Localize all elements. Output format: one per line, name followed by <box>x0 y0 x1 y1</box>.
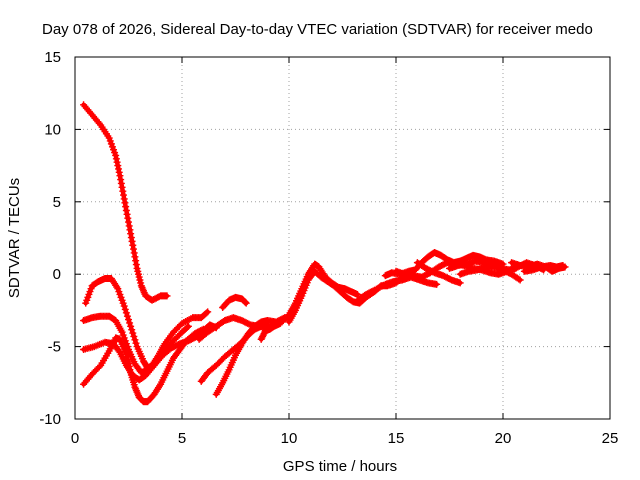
data-point <box>118 183 126 191</box>
data-point <box>113 158 121 166</box>
data-point <box>198 326 206 334</box>
data-point <box>126 319 134 327</box>
data-point <box>132 339 140 347</box>
data-point <box>130 249 138 257</box>
data-point <box>241 298 249 306</box>
data-point <box>115 165 123 173</box>
x-axis-label: GPS time / hours <box>283 458 397 475</box>
data-point <box>122 309 130 317</box>
data-point <box>125 222 133 230</box>
data-point <box>117 179 125 187</box>
x-tick-label: 15 <box>388 430 405 447</box>
series-track-5 <box>80 325 207 406</box>
data-point <box>433 280 441 288</box>
y-tick-label: 10 <box>44 121 61 138</box>
x-tick-label: 5 <box>178 430 186 447</box>
data-point <box>203 309 211 317</box>
x-tick-label: 0 <box>71 430 79 447</box>
data-point <box>456 279 464 287</box>
data-point <box>129 245 137 253</box>
data-layer <box>80 101 569 406</box>
y-tick-label: -5 <box>48 339 61 356</box>
data-point <box>163 292 171 300</box>
data-point <box>122 203 130 211</box>
data-point <box>132 257 140 265</box>
data-point <box>122 206 130 214</box>
data-point <box>112 151 120 159</box>
data-point <box>127 230 135 238</box>
axes: 0 5 10 15 20 25 -10 -5 0 5 10 15 <box>39 49 618 447</box>
data-point <box>131 336 139 344</box>
x-tick-label: 10 <box>281 430 298 447</box>
data-point <box>129 241 137 249</box>
data-point <box>120 302 128 310</box>
data-point <box>241 298 249 306</box>
series-track-10 <box>257 260 361 343</box>
series-track-16 <box>446 257 548 274</box>
x-tick-label: 20 <box>495 430 512 447</box>
data-point <box>128 326 136 334</box>
data-point <box>242 299 250 307</box>
data-point <box>204 308 212 316</box>
data-point <box>515 275 523 283</box>
x-tick-label: 25 <box>602 430 619 447</box>
series-track-12 <box>353 273 441 304</box>
data-point <box>125 316 132 324</box>
data-point <box>123 312 131 320</box>
y-tick-label: 5 <box>53 194 61 211</box>
data-point <box>129 329 137 337</box>
data-point <box>131 253 139 261</box>
data-point <box>184 322 192 330</box>
data-point <box>115 168 123 176</box>
series-track-1 <box>80 101 171 304</box>
chart-title: Day 078 of 2026, Sidereal Day-to-day VTE… <box>42 21 593 38</box>
data-point <box>115 347 123 355</box>
data-point <box>124 214 132 222</box>
data-point <box>125 359 132 367</box>
plot-frame <box>74 56 611 420</box>
data-point <box>119 187 127 195</box>
data-point <box>120 195 128 203</box>
data-point <box>121 199 129 207</box>
data-point <box>123 353 131 361</box>
y-tick-label: 15 <box>44 49 61 66</box>
data-point <box>127 234 135 242</box>
data-point <box>123 210 131 218</box>
data-point <box>183 323 191 331</box>
data-point <box>127 322 135 330</box>
data-point <box>116 172 124 180</box>
data-point <box>121 305 129 313</box>
data-point <box>559 262 567 270</box>
data-point <box>126 366 134 374</box>
series-track-2 <box>82 275 212 372</box>
data-point <box>199 325 207 333</box>
series-track-17 <box>456 263 524 284</box>
data-point <box>132 261 140 269</box>
data-point <box>124 356 132 364</box>
data-point <box>130 332 138 340</box>
data-point <box>125 362 133 370</box>
data-point <box>516 276 524 284</box>
data-point <box>117 176 125 184</box>
series-track-9 <box>219 293 250 312</box>
data-point <box>122 350 130 358</box>
y-tick-label: 0 <box>53 266 61 283</box>
data-point <box>114 162 122 170</box>
data-point <box>95 363 103 371</box>
y-tick-label: -10 <box>39 411 61 428</box>
data-point <box>125 218 132 226</box>
series-track-3 <box>80 312 192 377</box>
data-point <box>126 226 134 234</box>
y-axis-label: SDTVAR / TECUs <box>6 178 23 298</box>
series-track-19 <box>520 262 567 275</box>
data-point <box>112 155 120 163</box>
data-point <box>128 237 136 245</box>
grid-lines <box>75 57 610 419</box>
series-track-15 <box>413 259 464 287</box>
data-point <box>120 191 128 199</box>
